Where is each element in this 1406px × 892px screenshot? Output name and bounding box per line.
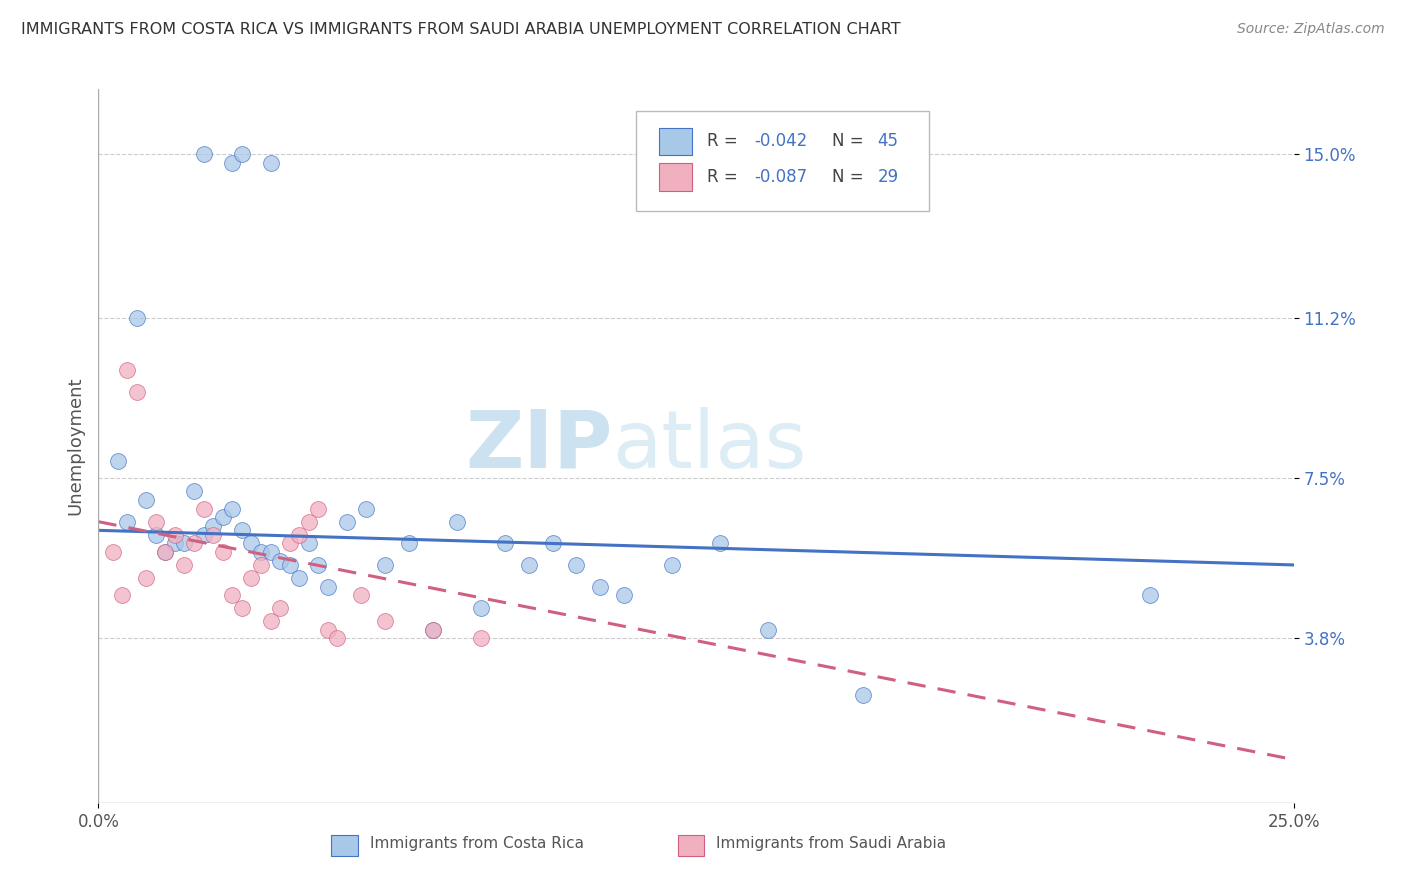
Point: [145, 527, 167, 541]
Text: IMMIGRANTS FROM COSTA RICA VS IMMIGRANTS FROM SAUDI ARABIA UNEMPLOYMENT CORRELAT: IMMIGRANTS FROM COSTA RICA VS IMMIGRANTS…: [21, 22, 901, 37]
Point: [221, 588, 243, 602]
Point: [565, 558, 588, 572]
Text: Immigrants from Saudi Arabia: Immigrants from Saudi Arabia: [716, 836, 946, 851]
Text: R =: R =: [707, 168, 738, 186]
Point: [316, 623, 339, 637]
Point: [135, 493, 157, 508]
Point: [107, 454, 129, 468]
Bar: [678, 835, 704, 856]
Point: [288, 571, 311, 585]
Point: [163, 527, 186, 541]
Point: [354, 501, 377, 516]
Point: [202, 527, 225, 541]
Point: [307, 558, 329, 572]
Point: [661, 558, 683, 572]
Point: [250, 558, 273, 572]
Point: [193, 147, 215, 161]
Point: [288, 527, 311, 541]
Point: [231, 601, 253, 615]
Bar: [659, 163, 692, 191]
Text: N =: N =: [832, 168, 863, 186]
Point: [193, 527, 215, 541]
Point: [135, 571, 157, 585]
Text: atlas: atlas: [613, 407, 807, 485]
Point: [231, 524, 253, 538]
Bar: [659, 128, 692, 155]
Point: [145, 515, 167, 529]
Point: [756, 623, 779, 637]
Point: [374, 558, 396, 572]
Point: [269, 601, 291, 615]
Text: R =: R =: [707, 132, 738, 150]
Text: N =: N =: [832, 132, 863, 150]
Point: [470, 601, 492, 615]
Point: [211, 510, 233, 524]
Point: [316, 580, 339, 594]
FancyBboxPatch shape: [637, 111, 929, 211]
Point: [298, 515, 321, 529]
Text: Source: ZipAtlas.com: Source: ZipAtlas.com: [1237, 22, 1385, 37]
Point: [446, 515, 468, 529]
Text: -0.042: -0.042: [755, 132, 808, 150]
Point: [613, 588, 636, 602]
Point: [125, 311, 148, 326]
Point: [250, 545, 273, 559]
Point: [240, 536, 263, 550]
Text: ZIP: ZIP: [465, 407, 613, 485]
Point: [221, 155, 243, 169]
Point: [307, 501, 329, 516]
Text: Immigrants from Costa Rica: Immigrants from Costa Rica: [370, 836, 583, 851]
Y-axis label: Unemployment: Unemployment: [66, 376, 84, 516]
Text: 45: 45: [877, 132, 898, 150]
Point: [298, 536, 321, 550]
Point: [422, 623, 444, 637]
Point: [259, 155, 281, 169]
Point: [269, 553, 291, 567]
Point: [1139, 588, 1161, 602]
Point: [173, 536, 195, 550]
Point: [125, 384, 148, 399]
Point: [221, 501, 243, 516]
Point: [183, 536, 205, 550]
Point: [111, 588, 134, 602]
Point: [211, 545, 233, 559]
Point: [336, 515, 359, 529]
Point: [155, 545, 177, 559]
Text: 29: 29: [877, 168, 898, 186]
Point: [193, 501, 215, 516]
Point: [240, 571, 263, 585]
Point: [115, 363, 138, 377]
Point: [326, 632, 349, 646]
Point: [541, 536, 564, 550]
Point: [259, 614, 281, 628]
Point: [278, 536, 301, 550]
Point: [173, 558, 195, 572]
Point: [202, 519, 225, 533]
Point: [374, 614, 396, 628]
Point: [422, 623, 444, 637]
Point: [470, 632, 492, 646]
Bar: [332, 835, 357, 856]
Point: [259, 545, 281, 559]
Point: [163, 536, 186, 550]
Text: -0.087: -0.087: [755, 168, 807, 186]
Point: [589, 580, 612, 594]
Point: [155, 545, 177, 559]
Point: [278, 558, 301, 572]
Point: [709, 536, 731, 550]
Point: [115, 515, 138, 529]
Point: [101, 545, 124, 559]
Point: [494, 536, 516, 550]
Point: [350, 588, 373, 602]
Point: [183, 484, 205, 499]
Point: [398, 536, 420, 550]
Point: [231, 147, 253, 161]
Point: [852, 688, 875, 702]
Point: [517, 558, 540, 572]
